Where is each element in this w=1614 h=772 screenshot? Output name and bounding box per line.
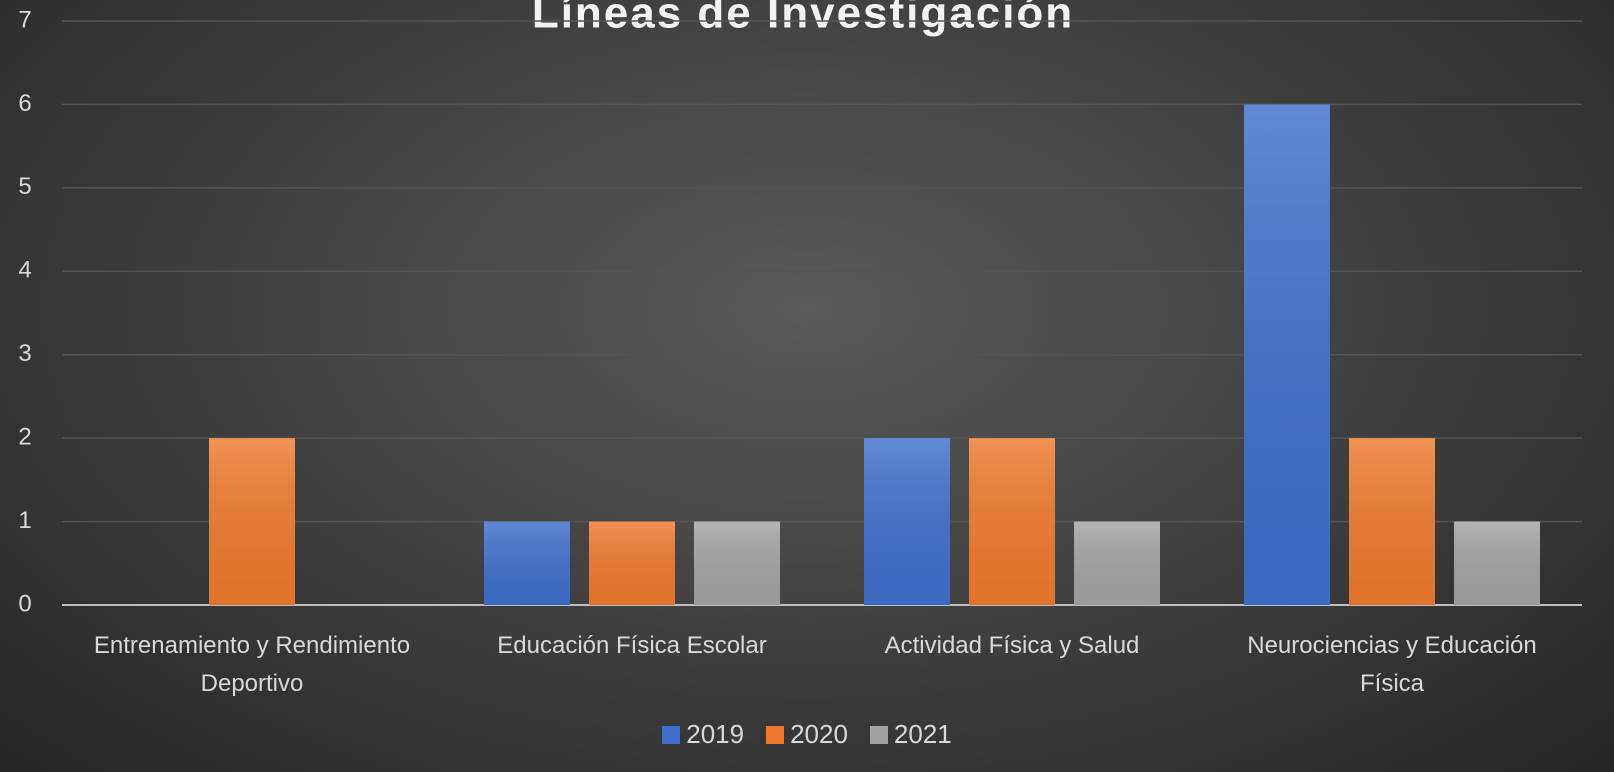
x-tick-label: Educación Física Escolar xyxy=(497,632,767,659)
bar xyxy=(694,521,780,605)
legend-label: 2020 xyxy=(790,719,848,749)
bar xyxy=(209,438,295,605)
y-tick-label: 4 xyxy=(18,257,31,284)
y-tick-label: 1 xyxy=(18,507,31,534)
legend-label: 2019 xyxy=(686,719,745,749)
y-tick-label: 5 xyxy=(18,173,31,200)
bar xyxy=(1349,438,1435,605)
x-tick-label: Actividad Física y Salud xyxy=(884,632,1140,659)
y-tick-label: 6 xyxy=(18,90,31,117)
bar xyxy=(1454,521,1540,605)
x-tick-label: Neurociencias y Educación Física xyxy=(1247,632,1537,697)
bar xyxy=(1244,104,1330,605)
legend-swatch xyxy=(662,725,681,744)
legend-item: 2021 xyxy=(869,719,952,750)
bar xyxy=(864,438,950,605)
y-tick-label: 3 xyxy=(18,340,31,367)
legend-item: 2020 xyxy=(766,719,848,750)
x-tick-label: Entrenamiento y Rendimiento Deportivo xyxy=(93,632,411,697)
bar xyxy=(969,438,1055,605)
chart-title: Líneas de Investigación xyxy=(532,0,1074,38)
bar xyxy=(484,521,570,605)
legend-swatch xyxy=(766,725,785,744)
y-tick-label: 0 xyxy=(18,590,31,617)
legend-label: 2021 xyxy=(893,719,952,749)
bar xyxy=(589,521,675,605)
bar xyxy=(1074,521,1160,605)
legend-item: 2019 xyxy=(662,719,744,750)
legend-swatch xyxy=(869,725,888,744)
legend: 2019 2020 2021 xyxy=(0,719,1614,750)
y-tick-label: 7 xyxy=(18,6,31,33)
y-tick-label: 2 xyxy=(18,423,31,450)
